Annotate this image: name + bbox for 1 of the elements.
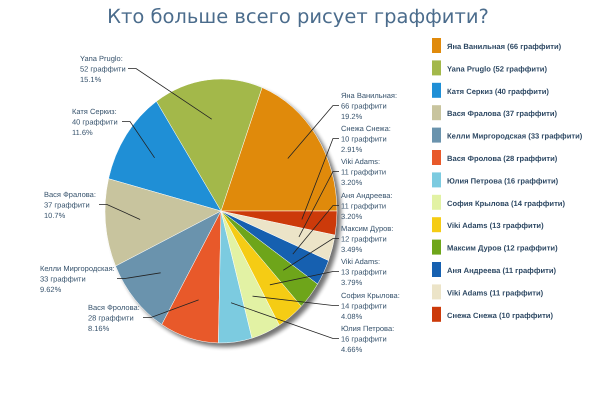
chart-title: Кто больше всего рисует граффити? xyxy=(107,5,489,28)
